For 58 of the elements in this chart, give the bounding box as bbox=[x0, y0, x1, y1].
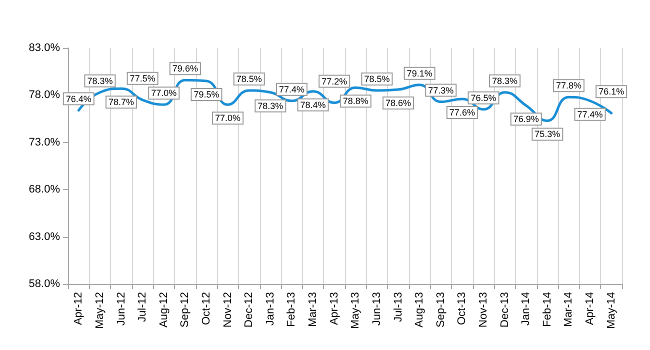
x-tick-label: Aug-13 bbox=[414, 292, 426, 328]
data-label: 76.5% bbox=[470, 92, 496, 103]
data-label: 78.3% bbox=[492, 76, 518, 86]
data-label: 79.5% bbox=[194, 90, 220, 100]
x-tick-label: Jul-12 bbox=[136, 292, 149, 322]
data-label: 78.6% bbox=[386, 98, 412, 108]
x-tick-label: Jun-12 bbox=[115, 292, 128, 326]
x-tick-label: Sep-13 bbox=[434, 292, 447, 328]
data-label: 77.0% bbox=[151, 88, 177, 98]
x-tick-label: Jan-13 bbox=[264, 292, 276, 326]
data-label: 76.1% bbox=[598, 86, 624, 97]
data-label: 77.2% bbox=[322, 76, 348, 86]
x-tick-label: Dec-13 bbox=[498, 292, 511, 328]
data-label: 77.0% bbox=[215, 113, 241, 124]
x-tick-label: Oct-12 bbox=[200, 292, 212, 326]
x-tick-label: Jan-14 bbox=[520, 292, 532, 326]
data-label: 75.3% bbox=[534, 129, 560, 140]
data-label: 78.3% bbox=[87, 76, 113, 86]
x-tick-label: Mar-13 bbox=[307, 292, 320, 327]
x-tick-label: May-13 bbox=[350, 292, 362, 329]
x-tick-label: May-14 bbox=[605, 292, 618, 329]
data-label: 77.5% bbox=[130, 73, 156, 84]
x-tick-label: Oct-13 bbox=[456, 292, 468, 326]
data-label: 77.8% bbox=[556, 80, 582, 91]
data-label: 77.6% bbox=[449, 107, 475, 118]
x-tick-label: Feb-14 bbox=[541, 292, 554, 327]
data-label: 78.5% bbox=[364, 74, 390, 84]
data-label: 78.3% bbox=[258, 100, 284, 111]
data-label: 79.6% bbox=[172, 64, 198, 74]
x-tick-label: Mar-14 bbox=[562, 292, 575, 327]
data-label: 76.4% bbox=[66, 94, 92, 104]
x-tick-label: Jun-13 bbox=[370, 292, 383, 326]
x-tick-label: Aug-12 bbox=[158, 292, 170, 328]
data-label: 78.8% bbox=[342, 96, 368, 106]
x-tick-label: Dec-12 bbox=[243, 292, 256, 328]
y-tick-label: 58.0% bbox=[28, 278, 60, 290]
data-label: 78.5% bbox=[236, 74, 262, 84]
data-label: 79.1% bbox=[406, 68, 432, 78]
x-tick-label: Apr-13 bbox=[328, 292, 340, 326]
y-tick-label: 63.0% bbox=[28, 230, 60, 243]
x-tick-label: Apr-14 bbox=[584, 292, 596, 326]
x-tick-label: May-12 bbox=[94, 292, 106, 329]
y-tick-label: 78.0% bbox=[28, 89, 60, 102]
x-tick-label: Nov-12 bbox=[222, 292, 234, 328]
x-tick-label: Apr-12 bbox=[72, 292, 85, 326]
y-tick-label: 83.0% bbox=[28, 42, 60, 54]
x-tick-label: Nov-13 bbox=[478, 292, 490, 328]
y-tick-label: 73.0% bbox=[28, 136, 60, 148]
data-label: 77.3% bbox=[428, 85, 454, 96]
data-label: 77.4% bbox=[577, 109, 603, 120]
x-tick-label: Jul-13 bbox=[392, 292, 404, 322]
data-label: 78.7% bbox=[108, 97, 134, 108]
y-tick-label: 68.0% bbox=[28, 184, 60, 196]
x-tick-label: Sep-12 bbox=[179, 292, 192, 328]
data-label: 77.4% bbox=[278, 84, 304, 94]
data-label: 76.9% bbox=[513, 114, 539, 124]
data-label: 78.4% bbox=[300, 100, 326, 110]
x-tick-label: Feb-13 bbox=[286, 292, 298, 327]
